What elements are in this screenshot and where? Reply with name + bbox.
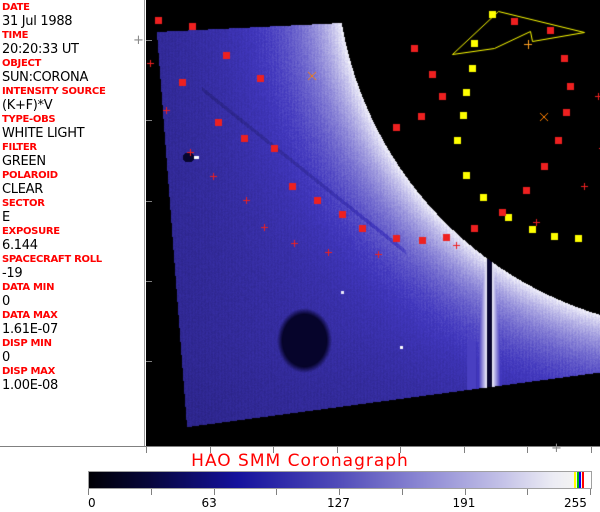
metadata-key: DISP MAX	[2, 366, 56, 377]
colorbar-tick	[213, 489, 215, 495]
axis-tick-bottom	[146, 447, 147, 453]
metadata-value: -19	[2, 266, 23, 281]
metadata-panel: DATE 31 Jul 1988 TIME 20:20:33 UT OBJECT SUN:…	[0, 0, 145, 446]
colorbar-tick	[339, 489, 340, 495]
metadata-field: DISP MIN 0	[2, 338, 144, 365]
red-flag	[582, 472, 584, 488]
colorbar-tick	[464, 489, 466, 495]
colorbar-label: 191	[452, 496, 476, 510]
axis-tick-bottom	[336, 447, 338, 453]
metadata-key: FILTER	[2, 142, 37, 153]
metadata-field: INTENSITY SOURCE (K+F)*V	[2, 86, 144, 113]
colorbar-gradient	[89, 472, 583, 488]
axis-tick-left	[146, 200, 152, 202]
metadata-value: GREEN	[2, 154, 46, 169]
crosshair-left-icon: +	[133, 33, 144, 48]
metadata-value: 6.144	[2, 238, 38, 253]
colorbar-label: 63	[201, 496, 217, 510]
metadata-value: CLEAR	[2, 182, 43, 197]
colorbar-tick	[276, 489, 278, 495]
axis-tick-bottom	[590, 447, 592, 453]
corona-image[interactable]	[146, 0, 600, 446]
metadata-value: WHITE LIGHT	[2, 126, 85, 141]
metadata-key: EXPOSURE	[2, 226, 60, 237]
metadata-field: TIME 20:20:33 UT	[2, 30, 144, 57]
colorbar-label: 255	[564, 496, 587, 510]
metadata-value: 0	[2, 294, 10, 309]
colorbar-label: 0	[88, 496, 96, 510]
colorbar-tick	[88, 489, 89, 495]
metadata-key: DATA MIN	[2, 282, 55, 293]
metadata-value: (K+F)*V	[2, 98, 53, 113]
colorbar-ticks	[88, 489, 592, 497]
metadata-key: TIME	[2, 30, 29, 41]
metadata-field: OBJECT SUN:CORONA	[2, 58, 144, 85]
colorbar[interactable]	[88, 471, 592, 489]
axis-tick-bottom	[209, 447, 211, 453]
metadata-field: EXPOSURE 6.144	[2, 226, 144, 253]
coronagraph-image-panel[interactable]	[146, 0, 600, 446]
colorbar-tick	[150, 489, 152, 495]
axis-tick-left	[146, 120, 152, 122]
page-title: HAO SMM Coronagraph	[191, 451, 409, 471]
blue-flag	[579, 472, 582, 488]
axis-tick-left	[146, 361, 152, 363]
metadata-value: 1.61E-07	[2, 322, 58, 337]
colorbar-tick	[527, 489, 529, 495]
metadata-key: OBJECT	[2, 58, 42, 69]
axis-tick-bottom	[400, 447, 402, 453]
axis-tick-bottom	[527, 447, 529, 453]
metadata-key: SECTOR	[2, 198, 45, 209]
metadata-key: INTENSITY SOURCE	[2, 86, 106, 97]
crosshair-bottom-icon: +	[551, 441, 562, 456]
metadata-key: TYPE-OBS	[2, 114, 56, 125]
green-flag	[577, 472, 580, 488]
metadata-field: DATE 31 Jul 1988	[2, 2, 144, 29]
axis-tick-bottom	[463, 447, 465, 453]
metadata-field: SPACECRAFT ROLL -19	[2, 254, 144, 281]
colorbar-labels: 0 63 127 191 255	[0, 496, 600, 512]
metadata-value: E	[2, 210, 10, 225]
metadata-key: DATA MAX	[2, 310, 58, 321]
metadata-field: FILTER GREEN	[2, 142, 144, 169]
metadata-value: 1.00E-08	[2, 378, 58, 393]
colorbar-label: 127	[327, 496, 350, 510]
metadata-value: SUN:CORONA	[2, 70, 89, 85]
metadata-key: DATE	[2, 2, 30, 13]
axis-tick-left	[146, 280, 152, 282]
metadata-value: 20:20:33 UT	[2, 42, 79, 57]
axis-tick-bottom	[273, 447, 275, 453]
colorbar-tick	[401, 489, 403, 495]
metadata-field: TYPE-OBS WHITE LIGHT	[2, 114, 144, 141]
metadata-key: POLAROID	[2, 170, 58, 181]
colorbar-tick	[590, 489, 591, 495]
metadata-value: 0	[2, 350, 10, 365]
yellow-flag	[574, 472, 577, 488]
metadata-field: SECTOR E	[2, 198, 144, 225]
metadata-field: DATA MIN 0	[2, 282, 144, 309]
metadata-field: DISP MAX 1.00E-08	[2, 366, 144, 393]
metadata-key: DISP MIN	[2, 338, 52, 349]
axis-baseline	[0, 446, 600, 447]
metadata-field: POLAROID CLEAR	[2, 170, 144, 197]
metadata-key: SPACECRAFT ROLL	[2, 254, 102, 265]
axis-tick-left	[146, 40, 152, 42]
metadata-value: 31 Jul 1988	[2, 14, 73, 29]
metadata-field: DATA MAX 1.61E-07	[2, 310, 144, 337]
